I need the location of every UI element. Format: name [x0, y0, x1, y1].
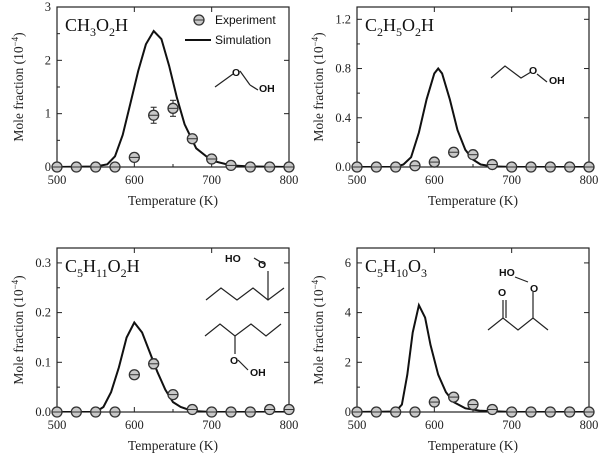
y-axis-title: Mole fraction (10−4)	[310, 275, 326, 384]
atom-label: HO	[225, 253, 241, 265]
x-tick-label: 800	[580, 173, 599, 187]
x-tick-label: 500	[348, 418, 367, 432]
atom-label: OH	[250, 367, 266, 379]
x-tick-label: 600	[125, 173, 144, 187]
x-tick-label: 500	[48, 418, 67, 432]
chart-panel-4: 500 600 700 800 0 2 4 6 Temperature (K) Mole frac…	[310, 247, 599, 453]
y-tick-label: 0.3	[35, 256, 51, 270]
chart-panel-2: 500 600 700 800 0.0 0.4 0.8 1.2 Temperature (K) M…	[310, 6, 599, 208]
y-axis-title: Mole fraction (10−4)	[310, 32, 326, 141]
atom-label: O	[232, 67, 240, 79]
bond	[239, 70, 251, 86]
panel-title: C2H5O2H	[365, 15, 434, 39]
y-tick-label: 3	[45, 0, 51, 14]
bond	[214, 73, 234, 88]
bond	[514, 276, 529, 283]
y-tick-label: 0.4	[335, 111, 351, 125]
panel-title: CH3O2H	[65, 15, 128, 39]
y-tick-label: 2	[345, 355, 351, 369]
x-tick-label: 600	[125, 418, 144, 432]
bond	[205, 287, 285, 301]
atom-label: HO	[499, 267, 515, 279]
bond	[237, 359, 249, 371]
x-tick-label: 700	[202, 173, 221, 187]
y-tick-label: 0	[345, 405, 351, 419]
atom-label: O	[258, 259, 266, 271]
x-tick-label: 800	[280, 418, 299, 432]
simulation-line	[57, 29, 289, 167]
y-tick-label: 6	[345, 256, 351, 270]
atom-label: O	[530, 283, 538, 295]
bond	[490, 65, 532, 79]
y-tick-label: 0	[45, 160, 51, 174]
x-axis-title: Temperature (K)	[428, 438, 518, 453]
simulation-line	[357, 302, 589, 412]
panel-title: C5H10O3	[365, 256, 427, 280]
molecule-ch3ooh-icon: O OH	[214, 67, 275, 95]
y-axis-title: Mole fraction (10−4)	[10, 32, 26, 141]
atom-label: O	[230, 355, 238, 367]
x-tick-label: 600	[425, 173, 444, 187]
y-tick-label: 0.2	[35, 306, 51, 320]
x-axis-title: Temperature (K)	[128, 438, 218, 453]
x-tick-label: 700	[202, 418, 221, 432]
y-tick-label: 0.0	[35, 405, 51, 419]
atom-label: OH	[259, 83, 275, 95]
x-tick-label: 700	[502, 173, 521, 187]
y-tick-label: 1	[45, 107, 51, 121]
y-tick-label: 1.2	[335, 12, 351, 26]
atom-label: O	[498, 287, 506, 299]
atom-label: O	[529, 65, 537, 77]
chart-panel-1: 500 600 700 800 0 1 2 3 Temperature (K) Mole frac…	[10, 0, 298, 208]
x-tick-label: 700	[502, 418, 521, 432]
y-tick-label: 0.0	[335, 160, 351, 174]
legend-experiment-label: Experiment	[215, 13, 276, 27]
bond	[249, 84, 259, 91]
x-tick-label: 800	[580, 418, 599, 432]
atom-label: OH	[549, 75, 565, 87]
y-tick-label: 2	[45, 53, 51, 67]
y-tick-label: 4	[345, 306, 352, 320]
legend-simulation-label: Simulation	[215, 33, 271, 47]
molecule-c5h11ooh-icon: HO O O OH	[204, 253, 285, 379]
x-tick-label: 600	[425, 418, 444, 432]
simulation-line	[57, 320, 289, 412]
y-tick-label: 0.1	[35, 355, 51, 369]
chart-panel-3: 500 600 700 800 0.0 0.1 0.2 0.3 Temperature (K) M…	[10, 247, 299, 453]
x-tick-label: 500	[48, 173, 67, 187]
x-tick-label: 800	[280, 173, 299, 187]
molecule-c2h5ooh-icon: O OH	[490, 65, 565, 87]
panel-title: C5H11O2H	[65, 256, 140, 280]
bond	[204, 323, 282, 337]
y-tick-label: 0.8	[335, 62, 351, 76]
bond	[536, 73, 548, 83]
bond	[253, 257, 265, 265]
x-axis-title: Temperature (K)	[428, 193, 518, 208]
x-tick-label: 500	[348, 173, 367, 187]
molecule-c5h10o3-icon: O HO O	[487, 267, 549, 331]
simulation-line	[357, 66, 589, 167]
bond	[487, 317, 549, 331]
x-axis-title: Temperature (K)	[128, 193, 218, 208]
y-axis-title: Mole fraction (10−4)	[10, 275, 26, 384]
